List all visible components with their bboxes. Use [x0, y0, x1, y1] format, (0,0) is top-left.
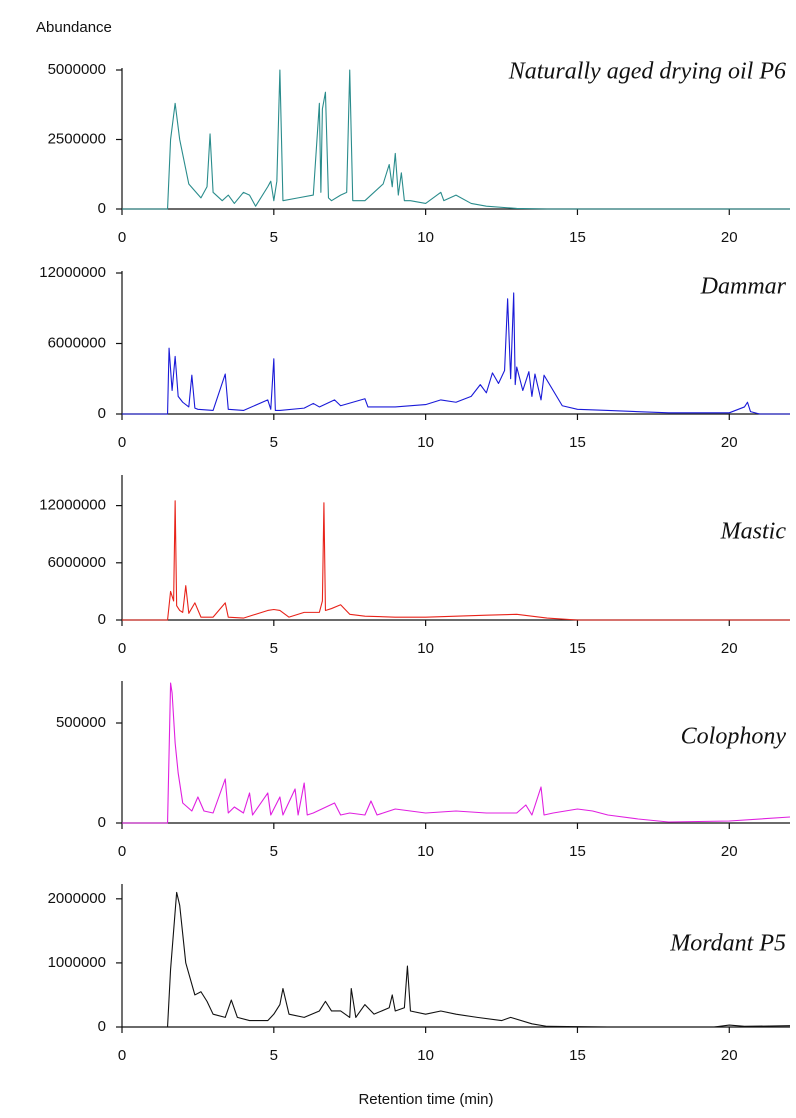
- x-tick-label: 0: [118, 843, 126, 860]
- chromatogram-line: [122, 682, 791, 824]
- chromatogram-line: [122, 292, 790, 415]
- x-tick-label: 15: [569, 843, 586, 860]
- y-axis-label: Abundance: [36, 19, 112, 36]
- x-tick-label: 0: [118, 1047, 126, 1064]
- x-tick-label: 5: [270, 229, 278, 246]
- chromatogram-line: [122, 891, 791, 1028]
- panel-title: Mordant P5: [669, 931, 786, 957]
- y-tick-label: 0: [98, 200, 106, 217]
- y-tick-label: 0: [98, 814, 106, 831]
- x-tick-label: 10: [417, 843, 434, 860]
- x-tick-label: 0: [118, 434, 126, 451]
- x-tick-label: 20: [721, 229, 738, 246]
- x-tick-label: 20: [721, 640, 738, 657]
- y-tick-label: 2000000: [48, 890, 106, 907]
- x-axis-label: Retention time (min): [358, 1091, 493, 1108]
- x-tick-label: 5: [270, 1047, 278, 1064]
- y-tick-label: 12000000: [39, 264, 106, 281]
- x-tick-label: 20: [721, 434, 738, 451]
- y-tick-label: 0: [98, 405, 106, 422]
- y-tick-label: 5000000: [48, 61, 106, 78]
- x-tick-label: 15: [569, 1047, 586, 1064]
- x-tick-label: 15: [569, 640, 586, 657]
- x-tick-label: 10: [417, 1047, 434, 1064]
- panel-title: Naturally aged drying oil P6: [508, 59, 786, 85]
- x-tick-label: 10: [417, 640, 434, 657]
- panel-title: Mastic: [720, 519, 787, 545]
- x-tick-label: 0: [118, 229, 126, 246]
- y-tick-label: 0: [98, 611, 106, 628]
- chromatogram-line: [122, 69, 790, 210]
- x-tick-label: 5: [270, 434, 278, 451]
- x-tick-label: 10: [417, 434, 434, 451]
- panel-title: Colophony: [681, 724, 787, 750]
- x-tick-label: 20: [721, 1047, 738, 1064]
- x-tick-label: 5: [270, 640, 278, 657]
- x-tick-label: 0: [118, 640, 126, 657]
- x-tick-label: 15: [569, 229, 586, 246]
- y-tick-label: 6000000: [48, 334, 106, 351]
- y-tick-label: 500000: [56, 714, 106, 731]
- x-tick-label: 20: [721, 843, 738, 860]
- x-tick-label: 5: [270, 843, 278, 860]
- x-tick-label: 10: [417, 229, 434, 246]
- y-tick-label: 2500000: [48, 130, 106, 147]
- panel-title: Dammar: [700, 274, 787, 300]
- y-tick-label: 12000000: [39, 497, 106, 514]
- y-tick-label: 0: [98, 1018, 106, 1035]
- y-tick-label: 6000000: [48, 554, 106, 571]
- y-tick-label: 1000000: [48, 954, 106, 971]
- chromatogram-line: [122, 500, 790, 621]
- x-tick-label: 15: [569, 434, 586, 451]
